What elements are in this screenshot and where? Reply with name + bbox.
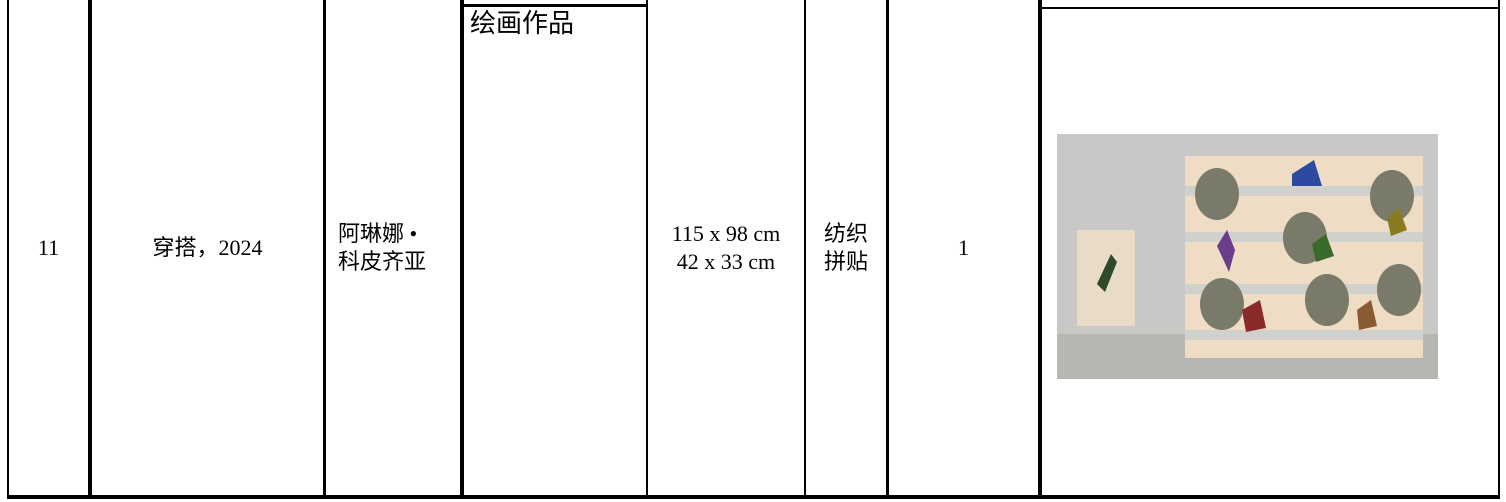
text: 42 x 33 cm	[676, 248, 776, 274]
cell-artist: 阿琳娜 • 科皮齐亚	[326, 0, 460, 495]
text: 11	[37, 234, 60, 260]
border	[88, 0, 92, 499]
cell-number: 11	[9, 0, 88, 495]
border	[7, 0, 9, 499]
border	[323, 0, 326, 499]
border	[804, 0, 806, 499]
border	[1038, 0, 1042, 499]
cell-title: 穿搭，2024	[92, 0, 323, 495]
border	[460, 0, 464, 499]
border	[1038, 7, 1500, 9]
border	[646, 0, 648, 499]
cell-medium: 纺织 拼贴	[806, 0, 886, 495]
border	[1498, 0, 1500, 499]
artwork-photo	[1057, 134, 1438, 379]
text: 1	[958, 234, 969, 260]
cell-count: 1	[889, 0, 1038, 495]
cell-size: 115 x 98 cm 42 x 33 cm	[648, 0, 804, 495]
text: 科皮齐亚	[338, 248, 427, 274]
text: 穿搭，2024	[152, 234, 263, 260]
border	[460, 4, 648, 7]
border	[886, 0, 889, 499]
border	[7, 495, 1500, 499]
text: 115 x 98 cm	[671, 220, 781, 246]
text: 拼贴	[823, 248, 868, 274]
text: 纺织	[823, 220, 868, 246]
cell-category: 绘画作品	[464, 0, 646, 495]
text: 阿琳娜 •	[338, 220, 418, 246]
text: 绘画作品	[470, 9, 575, 38]
